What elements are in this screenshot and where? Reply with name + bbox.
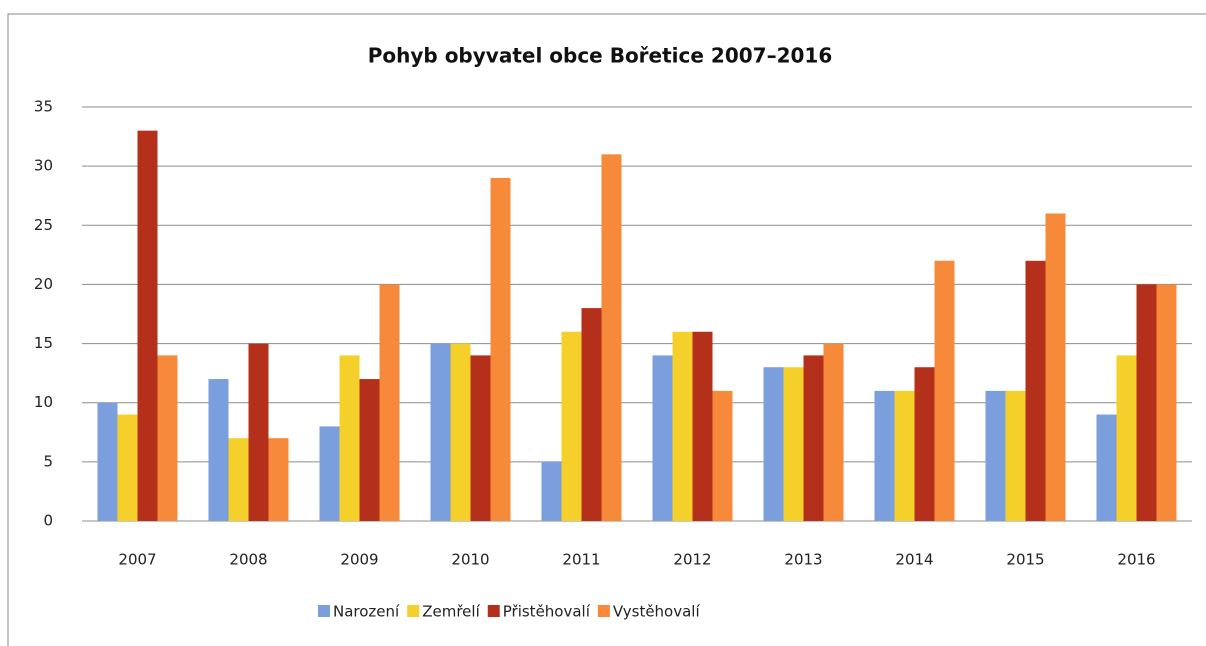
- bar: [712, 390, 733, 521]
- bar: [490, 177, 511, 521]
- bar: [359, 379, 380, 521]
- bar: [1136, 284, 1157, 521]
- bar: [874, 390, 895, 521]
- chart-frame: [7, 13, 1206, 646]
- x-tick-label: 2015: [1006, 551, 1044, 569]
- legend-label: Vystěhovalí: [613, 603, 701, 621]
- bar: [803, 355, 824, 521]
- bar: [894, 390, 915, 521]
- bar: [1096, 414, 1117, 521]
- bar: [672, 331, 693, 521]
- bar: [379, 284, 400, 521]
- x-tick-label: 2009: [340, 551, 378, 569]
- bar: [319, 426, 340, 521]
- x-tick-label: 2013: [784, 551, 822, 569]
- legend-swatch: [407, 605, 420, 617]
- bar: [268, 438, 289, 521]
- bar: [561, 331, 582, 521]
- bar: [1005, 390, 1026, 521]
- x-tick-label: 2011: [562, 551, 600, 569]
- bar: [339, 355, 360, 521]
- bar: [541, 461, 562, 521]
- x-tick-label: 2014: [895, 551, 933, 569]
- x-tick-label: 2016: [1117, 551, 1155, 569]
- bar: [228, 438, 249, 521]
- bar: [208, 379, 229, 521]
- legend-swatch: [597, 605, 610, 617]
- bar: [934, 260, 955, 521]
- bar: [1116, 355, 1137, 521]
- x-tick-label: 2007: [118, 551, 156, 569]
- bar: [652, 355, 673, 521]
- legend-label: Přistěhovalí: [503, 603, 591, 621]
- bar: [470, 355, 491, 521]
- y-tick-label: 5: [43, 452, 53, 470]
- chart-title: Pohyb obyvatel obce Bořetice 2007–2016: [368, 44, 833, 68]
- y-tick-label: 25: [34, 216, 53, 234]
- bar: [248, 343, 269, 521]
- bar: [783, 367, 804, 521]
- bar: [117, 414, 138, 521]
- y-tick-label: 10: [34, 393, 53, 411]
- bar: [692, 331, 713, 521]
- bar: [985, 390, 1006, 521]
- x-tick-label: 2008: [229, 551, 267, 569]
- bar: [914, 367, 935, 521]
- bar: [97, 402, 118, 521]
- y-tick-label: 15: [34, 334, 53, 352]
- x-tick-label: 2012: [673, 551, 711, 569]
- y-tick-label: 35: [34, 98, 53, 116]
- bar: [137, 130, 158, 521]
- bar: [157, 355, 178, 521]
- legend-label: Zemřelí: [422, 603, 480, 621]
- legend-swatch: [318, 605, 330, 617]
- bar: [581, 308, 602, 521]
- bar: [1045, 213, 1066, 521]
- bar: [763, 367, 784, 521]
- legend-label: Narození: [333, 603, 400, 621]
- x-tick-label: 2010: [451, 551, 489, 569]
- bar: [601, 154, 622, 522]
- bar: [1156, 284, 1177, 521]
- y-tick-label: 0: [43, 512, 53, 530]
- y-tick-label: 30: [34, 157, 53, 175]
- y-tick-label: 20: [34, 275, 53, 293]
- legend-swatch: [487, 605, 500, 617]
- bar: [430, 343, 451, 521]
- bar: [1025, 260, 1046, 521]
- bar: [450, 343, 471, 521]
- bar: [823, 343, 844, 521]
